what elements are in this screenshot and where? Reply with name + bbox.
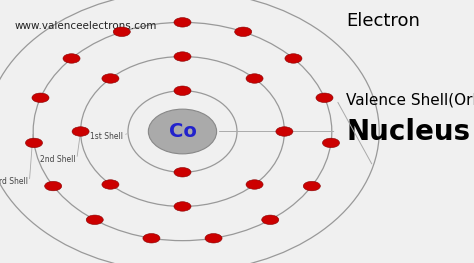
Ellipse shape	[148, 109, 217, 154]
Ellipse shape	[45, 181, 62, 191]
Text: Nucleus: Nucleus	[346, 118, 470, 145]
Ellipse shape	[86, 215, 103, 225]
Ellipse shape	[32, 93, 49, 103]
Ellipse shape	[174, 52, 191, 61]
Ellipse shape	[174, 18, 191, 27]
Text: Electron: Electron	[346, 12, 420, 30]
Text: Valence Shell(Orbit): Valence Shell(Orbit)	[346, 92, 474, 108]
Ellipse shape	[285, 54, 302, 63]
Ellipse shape	[303, 181, 320, 191]
Ellipse shape	[262, 215, 279, 225]
Text: 1st Shell: 1st Shell	[90, 132, 123, 141]
Ellipse shape	[276, 127, 293, 136]
Ellipse shape	[235, 27, 252, 37]
Ellipse shape	[174, 168, 191, 177]
Text: 3rd Shell: 3rd Shell	[0, 177, 28, 186]
Ellipse shape	[72, 127, 89, 136]
Ellipse shape	[322, 138, 339, 148]
Ellipse shape	[26, 138, 43, 148]
Ellipse shape	[102, 180, 119, 189]
Ellipse shape	[205, 234, 222, 243]
Ellipse shape	[63, 54, 80, 63]
Text: 2nd Shell: 2nd Shell	[40, 155, 76, 164]
Ellipse shape	[246, 180, 263, 189]
Ellipse shape	[102, 74, 119, 83]
Text: Co: Co	[169, 122, 196, 141]
Ellipse shape	[143, 234, 160, 243]
Text: www.valenceelectrons.com: www.valenceelectrons.com	[14, 21, 156, 31]
Ellipse shape	[174, 86, 191, 95]
Ellipse shape	[316, 93, 333, 103]
Ellipse shape	[174, 202, 191, 211]
Ellipse shape	[246, 74, 263, 83]
Ellipse shape	[113, 27, 130, 37]
